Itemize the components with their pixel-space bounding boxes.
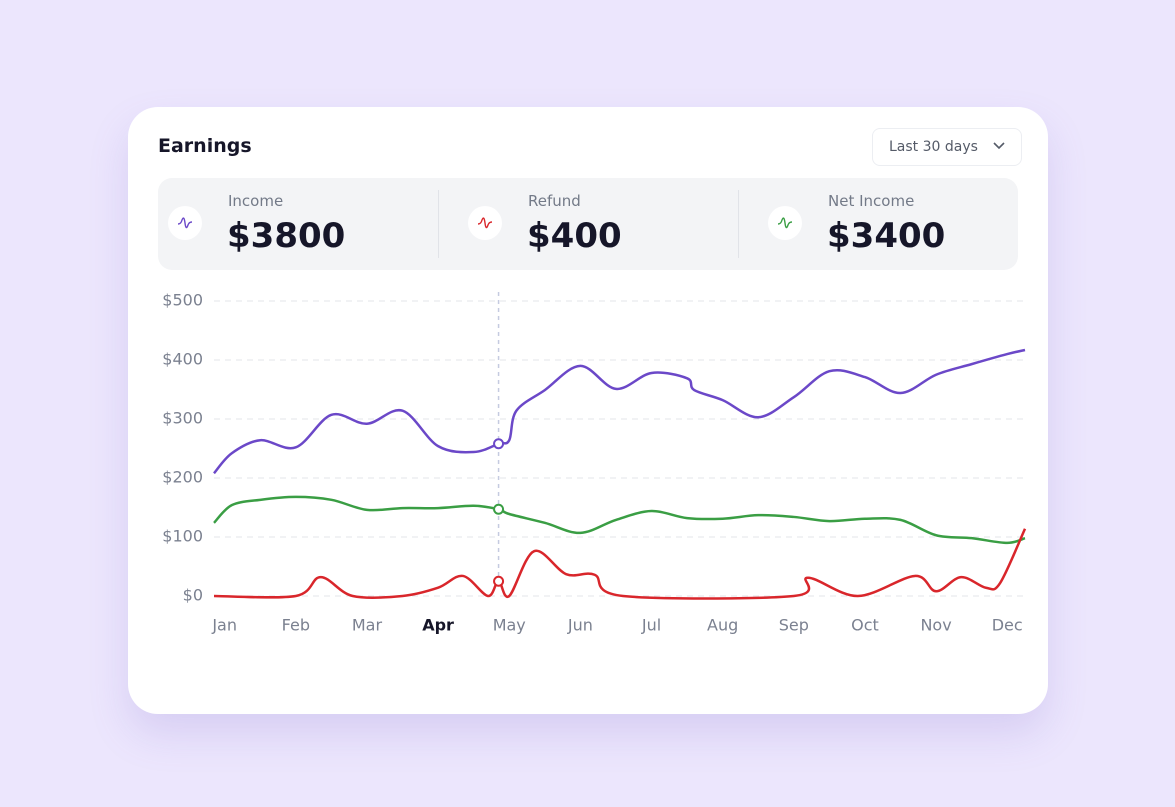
y-tick-label: $0 (183, 586, 203, 605)
y-tick-label: $200 (162, 468, 203, 487)
stat-icon (168, 206, 202, 240)
x-tick-label: Aug (707, 616, 738, 635)
cursor-point (493, 575, 505, 587)
x-tick-label: Dec (992, 616, 1023, 635)
stat-label: Net Income (828, 192, 915, 210)
stat-value: $3800 (227, 216, 346, 256)
stat-value: $3400 (827, 216, 946, 256)
stat: Income $3800 (158, 178, 438, 270)
x-tick-label: Nov (920, 616, 951, 635)
y-tick-label: $100 (162, 527, 203, 546)
stat-icon (768, 206, 802, 240)
dropdown-label: Last 30 days (889, 139, 978, 155)
cursor-point (493, 438, 505, 450)
card-title: Earnings (158, 135, 252, 157)
stat-icon (468, 206, 502, 240)
earnings-card: Earnings Last 30 days Income $3800 Refun… (128, 107, 1048, 714)
period-dropdown[interactable]: Last 30 days (872, 128, 1022, 166)
stat: Refund $400 (458, 178, 738, 270)
x-tick-label: Jan (211, 616, 237, 635)
stats-panel: Income $3800 Refund $400 Net Income $340… (158, 178, 1018, 270)
stat-label: Refund (528, 192, 581, 210)
x-tick-label: Sep (779, 616, 809, 635)
y-tick-label: $500 (162, 291, 203, 310)
x-tick-label: Feb (282, 616, 310, 635)
x-tick-label: Mar (352, 616, 383, 635)
y-tick-label: $300 (162, 409, 203, 428)
line (213, 528, 1027, 600)
x-tick-label: May (493, 616, 526, 635)
chevron (993, 142, 1005, 150)
y-tick-label: $400 (162, 350, 203, 369)
stat: Net Income $3400 (758, 178, 1038, 270)
stat-value: $400 (527, 216, 622, 256)
divider (738, 190, 739, 258)
cursor-point (493, 503, 505, 515)
x-tick-label: Jun (567, 616, 593, 635)
x-tick-label: Oct (851, 616, 879, 635)
line (213, 495, 1026, 545)
line (213, 348, 1026, 475)
stat-label: Income (228, 192, 284, 210)
divider (438, 190, 439, 258)
x-tick-label: Jul (641, 616, 661, 635)
x-tick-label: Apr (422, 616, 454, 635)
